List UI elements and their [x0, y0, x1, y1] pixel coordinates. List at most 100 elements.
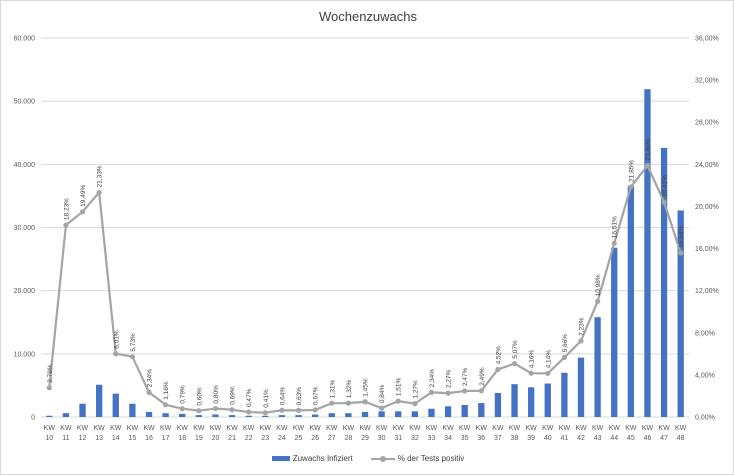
bar — [561, 372, 568, 417]
x-tick-label: KW 31 — [393, 425, 405, 442]
bar — [129, 403, 136, 417]
y-right-tick-label: 32,00% — [695, 78, 719, 85]
y-right-tick-label: 16,00% — [695, 246, 719, 253]
line-point — [246, 409, 252, 415]
data-label: 4,52% — [495, 346, 502, 365]
bar — [660, 147, 668, 417]
legend: Zuwachs Infiziert % der Tests positiv — [1, 454, 734, 463]
data-label: 4,14% — [545, 350, 552, 369]
data-label: 19,49% — [80, 185, 87, 207]
x-tick-label: KW 10 — [44, 425, 56, 442]
x-tick-label: KW 38 — [509, 425, 521, 442]
x-tick-label: KW 46 — [642, 425, 654, 442]
bar — [361, 411, 369, 417]
x-tick-label: KW 19 — [193, 425, 205, 442]
bar — [62, 413, 70, 417]
line-point — [628, 184, 634, 190]
data-label: 2,47% — [462, 367, 469, 386]
x-tick-label: KW 27 — [326, 425, 338, 442]
line-point — [678, 250, 684, 256]
y-left-tick-label: 50.000 — [14, 99, 36, 106]
legend-label-bar: Zuwachs Infiziert — [292, 454, 353, 463]
bar — [145, 411, 153, 417]
bar — [162, 413, 169, 417]
line-point — [129, 354, 135, 360]
x-tick-label: KW 24 — [276, 425, 288, 442]
y-right-tick-label: 0,00% — [695, 415, 715, 422]
data-label: 2,49% — [479, 367, 486, 386]
x-tick-label: KW 34 — [442, 425, 454, 442]
x-tick-label: KW 47 — [658, 425, 670, 442]
bar — [611, 247, 618, 417]
bar — [511, 384, 518, 417]
data-label: 2,27% — [446, 369, 453, 388]
line-point — [462, 388, 468, 394]
x-tick-label: KW 35 — [459, 425, 471, 442]
y-left-tick-label: 10.000 — [14, 351, 36, 358]
x-tick-label: KW 20 — [210, 425, 222, 442]
bar — [461, 404, 468, 417]
bar — [295, 415, 302, 417]
data-label: 5,73% — [130, 333, 137, 352]
line-point — [595, 298, 601, 305]
data-label: 5,07% — [512, 340, 519, 359]
bar — [444, 406, 452, 417]
data-label: 0,63% — [296, 387, 303, 406]
x-tick-label: KW 39 — [526, 425, 538, 442]
x-tick-label: KW 45 — [625, 425, 637, 442]
line-point — [495, 366, 501, 373]
bar — [228, 415, 236, 417]
bar — [195, 415, 203, 417]
data-label: 1,16% — [163, 381, 170, 400]
line-point — [561, 354, 567, 361]
line-point — [428, 389, 435, 395]
x-tick-label: KW 16 — [143, 425, 155, 442]
bar — [112, 393, 119, 417]
data-label: 0,69% — [230, 386, 237, 405]
x-tick-label: KW 14 — [110, 425, 122, 442]
line-point — [545, 370, 551, 377]
bar — [328, 413, 335, 417]
data-label: 20,41% — [662, 175, 669, 197]
line-point — [163, 402, 169, 408]
bar — [577, 357, 585, 417]
data-label: 16,51% — [612, 216, 619, 238]
x-tick-label: KW 26 — [310, 425, 322, 442]
data-label: 0,84% — [379, 385, 386, 404]
legend-swatch-line — [370, 455, 395, 462]
series-line — [48, 164, 682, 414]
line-point — [395, 398, 401, 404]
y-right-tick-label: 8,00% — [695, 330, 715, 337]
bar — [478, 403, 485, 417]
x-tick-label: KW 13 — [94, 425, 106, 442]
bar — [395, 411, 402, 417]
x-tick-label: KW 48 — [675, 425, 687, 442]
x-tick-label: KW 41 — [559, 425, 571, 442]
bar — [95, 384, 103, 417]
x-tick-label: KW 17 — [160, 425, 172, 442]
x-tick-label: KW 33 — [426, 425, 438, 442]
data-label: 1,27% — [412, 380, 419, 399]
line-point — [63, 222, 69, 228]
x-tick-label: KW 44 — [609, 425, 621, 442]
y-right-tick-label: 4,00% — [695, 372, 715, 379]
x-tick-label: KW 25 — [293, 425, 305, 442]
y-left-tick-label: 20.000 — [14, 288, 36, 295]
data-label: 10,98% — [595, 274, 602, 296]
line-point — [329, 400, 335, 406]
line-point — [262, 410, 268, 416]
legend-item-line: % der Tests positiv — [370, 454, 464, 463]
data-label: 5,66% — [562, 334, 569, 353]
bar — [677, 210, 684, 417]
line-point — [279, 407, 285, 413]
bar — [428, 408, 435, 417]
x-tick-label: KW 21 — [226, 425, 238, 442]
y-right-tick-label: 24,00% — [695, 162, 719, 169]
data-label: 1,32% — [346, 379, 353, 398]
line-point — [611, 240, 617, 246]
data-label: 21,85% — [628, 160, 635, 182]
data-label: 7,23% — [579, 317, 586, 336]
line-point — [362, 399, 368, 405]
x-tick-label: KW 23 — [260, 425, 272, 442]
